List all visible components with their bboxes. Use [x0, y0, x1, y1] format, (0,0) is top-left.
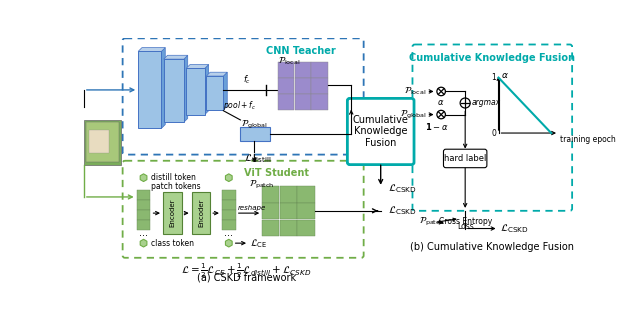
FancyBboxPatch shape [191, 192, 210, 234]
FancyBboxPatch shape [298, 220, 315, 236]
Text: 0: 0 [492, 129, 496, 137]
Polygon shape [138, 48, 165, 51]
Text: CNN Teacher: CNN Teacher [266, 46, 336, 56]
Text: 1: 1 [492, 73, 496, 82]
FancyBboxPatch shape [137, 220, 150, 230]
Polygon shape [164, 55, 188, 59]
FancyBboxPatch shape [163, 192, 182, 234]
Text: reshape: reshape [238, 205, 266, 211]
Text: Cumulative Knowledge Fusion: Cumulative Knowledge Fusion [410, 53, 575, 63]
Text: (a) CSKD framework: (a) CSKD framework [197, 272, 296, 282]
FancyBboxPatch shape [222, 190, 236, 200]
Polygon shape [184, 55, 188, 122]
Text: $\mathcal{L}_{\mathrm{CSKD}}$: $\mathcal{L}_{\mathrm{CSKD}}$ [388, 182, 417, 195]
Polygon shape [225, 174, 232, 182]
FancyBboxPatch shape [138, 51, 161, 128]
Text: $\mathcal{L} = \frac{1}{2}\mathcal{L}_{CE} + \frac{1}{2}\mathcal{L}_{distill} + : $\mathcal{L} = \frac{1}{2}\mathcal{L}_{C… [181, 262, 312, 280]
FancyBboxPatch shape [298, 203, 315, 219]
Polygon shape [225, 239, 232, 247]
FancyBboxPatch shape [294, 94, 311, 110]
FancyBboxPatch shape [298, 187, 315, 203]
FancyBboxPatch shape [312, 94, 328, 110]
Text: patch tokens: patch tokens [150, 182, 200, 191]
Text: Cross Entropy: Cross Entropy [438, 217, 492, 226]
FancyBboxPatch shape [294, 78, 311, 94]
FancyBboxPatch shape [280, 220, 297, 236]
Polygon shape [186, 64, 209, 68]
Text: ViT Student: ViT Student [244, 168, 308, 178]
Text: argmax: argmax [472, 98, 500, 107]
FancyBboxPatch shape [222, 200, 236, 210]
Text: Loss: Loss [457, 222, 474, 231]
Text: $pool + f_c$: $pool + f_c$ [223, 99, 257, 112]
Polygon shape [206, 72, 227, 76]
Text: $\mathcal{L}_{\mathrm{CE}}$: $\mathcal{L}_{\mathrm{CE}}$ [250, 237, 268, 249]
Text: Encoder: Encoder [198, 199, 204, 227]
FancyBboxPatch shape [137, 200, 150, 210]
FancyBboxPatch shape [90, 130, 109, 153]
Text: $\mathcal{P}_{\mathrm{global}}$: $\mathcal{P}_{\mathrm{global}}$ [399, 109, 426, 121]
FancyBboxPatch shape [222, 210, 236, 220]
Text: training epoch: training epoch [561, 135, 616, 144]
Text: ...: ... [224, 228, 234, 238]
FancyBboxPatch shape [86, 122, 119, 162]
Text: Encoder: Encoder [169, 199, 175, 227]
FancyBboxPatch shape [262, 187, 280, 203]
Text: $\alpha$: $\alpha$ [501, 71, 509, 80]
Text: $\mathcal{L}_{\mathrm{CSKD}}$: $\mathcal{L}_{\mathrm{CSKD}}$ [500, 222, 529, 235]
Polygon shape [223, 72, 227, 110]
Polygon shape [140, 239, 147, 247]
Polygon shape [140, 174, 147, 182]
FancyBboxPatch shape [278, 94, 294, 110]
FancyBboxPatch shape [262, 220, 280, 236]
FancyBboxPatch shape [241, 127, 270, 141]
FancyBboxPatch shape [262, 203, 280, 219]
FancyBboxPatch shape [280, 203, 297, 219]
FancyBboxPatch shape [206, 76, 223, 110]
Text: $\alpha$: $\alpha$ [438, 98, 445, 107]
Polygon shape [205, 64, 209, 115]
FancyBboxPatch shape [222, 220, 236, 230]
Text: $\mathcal{P}_{\mathrm{local}}$: $\mathcal{P}_{\mathrm{local}}$ [404, 86, 426, 97]
FancyBboxPatch shape [444, 149, 487, 168]
FancyBboxPatch shape [137, 190, 150, 200]
Text: ...: ... [139, 228, 148, 238]
Text: $\mathcal{L}_{\mathrm{distill}}$: $\mathcal{L}_{\mathrm{distill}}$ [244, 152, 272, 165]
Text: $f_c$: $f_c$ [243, 74, 251, 86]
FancyBboxPatch shape [312, 62, 328, 78]
FancyBboxPatch shape [278, 62, 294, 78]
Text: hard label: hard label [444, 154, 486, 163]
FancyBboxPatch shape [280, 187, 297, 203]
FancyBboxPatch shape [294, 62, 311, 78]
Text: Cumulative
Knowledge
Fusion: Cumulative Knowledge Fusion [353, 115, 408, 148]
Text: $\mathcal{P}_{\mathrm{patch}}$: $\mathcal{P}_{\mathrm{patch}}$ [419, 216, 445, 228]
Text: $\mathcal{P}_{\mathrm{global}}$: $\mathcal{P}_{\mathrm{global}}$ [241, 119, 268, 131]
Text: $\mathcal{L}_{\mathrm{CSKD}}$: $\mathcal{L}_{\mathrm{CSKD}}$ [388, 204, 417, 217]
Text: $\mathbf{1} - \alpha$: $\mathbf{1} - \alpha$ [425, 121, 448, 132]
FancyBboxPatch shape [312, 78, 328, 94]
Text: $\mathcal{P}_{\mathrm{local}}$: $\mathcal{P}_{\mathrm{local}}$ [278, 55, 300, 67]
FancyBboxPatch shape [278, 78, 294, 94]
Text: $\mathcal{P}_{\mathrm{patch}}$: $\mathcal{P}_{\mathrm{patch}}$ [249, 178, 275, 191]
FancyBboxPatch shape [186, 68, 205, 115]
Text: distill token: distill token [150, 173, 195, 182]
FancyBboxPatch shape [164, 59, 184, 122]
FancyBboxPatch shape [84, 120, 121, 165]
Text: (b) Cumulative Knowledge Fusion: (b) Cumulative Knowledge Fusion [410, 242, 574, 252]
FancyBboxPatch shape [348, 98, 414, 165]
Text: class token: class token [150, 239, 193, 248]
FancyBboxPatch shape [137, 210, 150, 220]
Polygon shape [161, 48, 165, 128]
